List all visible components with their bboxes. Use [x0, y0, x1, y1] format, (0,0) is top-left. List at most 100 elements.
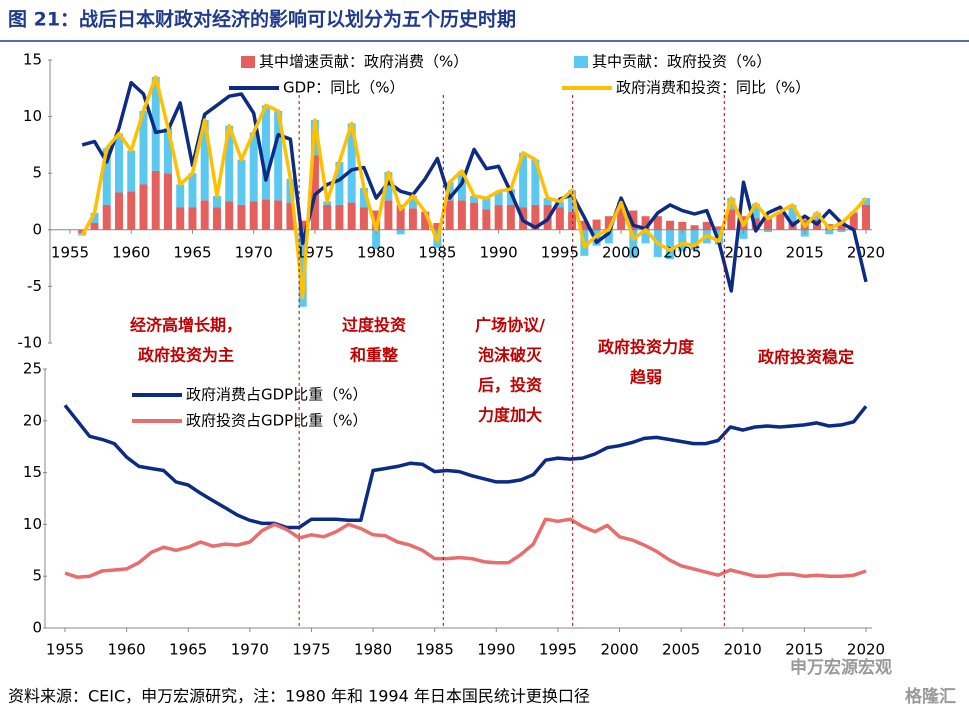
period-label: 后，投资	[478, 376, 542, 395]
bar	[78, 229, 87, 234]
line	[80, 75, 868, 300]
bar	[543, 198, 552, 205]
bar	[274, 200, 283, 230]
bar	[666, 229, 675, 260]
x-tick-label: 2015	[786, 244, 824, 262]
bar	[114, 133, 123, 193]
line	[63, 404, 868, 530]
x-tick-label: 2000	[600, 641, 638, 659]
x-tick-label: 1990	[477, 641, 515, 659]
bar	[604, 229, 613, 244]
bar	[90, 223, 99, 230]
legend-label: 政府消费和投资：同比（%）	[616, 79, 810, 97]
bar	[200, 119, 209, 201]
bar	[323, 204, 332, 230]
x-tick-label: 1980	[354, 641, 392, 659]
bar	[408, 208, 417, 230]
y-tick-label: 15	[23, 463, 42, 481]
bar	[372, 229, 381, 250]
x-tick-label: 1970	[231, 641, 269, 659]
bar	[176, 207, 185, 230]
bar	[335, 204, 344, 230]
bar	[653, 216, 662, 230]
bar	[788, 204, 797, 221]
x-tick-label: 2020	[847, 244, 885, 262]
y-tick-label: 0	[32, 619, 42, 637]
bar	[139, 184, 148, 230]
bar	[555, 207, 564, 230]
x-tick-label: 1955	[46, 641, 84, 659]
bar	[127, 191, 136, 230]
bar	[298, 220, 307, 230]
bar	[690, 225, 699, 230]
period-label: 趋弱	[630, 368, 662, 387]
y-tick-label: 25	[23, 360, 42, 378]
bar	[274, 110, 283, 201]
y-tick-label: 0	[32, 220, 42, 238]
bar	[151, 76, 160, 171]
x-tick-label: 1960	[108, 641, 146, 659]
y-tick-label: 20	[23, 411, 42, 429]
bar	[470, 202, 479, 230]
bar	[359, 187, 368, 208]
bar	[604, 216, 613, 230]
x-tick-label: 1970	[235, 244, 273, 262]
bar	[102, 148, 111, 205]
bar	[531, 159, 540, 205]
bar	[776, 213, 785, 230]
bar	[139, 110, 148, 185]
bar	[90, 212, 99, 224]
title: 图 21：战后日本财政对经济的影响可以划分为五个历史时期	[8, 8, 516, 31]
bar	[568, 190, 577, 212]
x-tick-label: 1955	[51, 244, 89, 262]
bar	[249, 132, 258, 202]
period-label: 过度投资	[342, 316, 406, 335]
period-label: 广场协议/	[475, 316, 545, 335]
line	[64, 517, 867, 579]
bar	[176, 184, 185, 208]
bar	[212, 207, 221, 230]
period-label: 和重整	[350, 346, 398, 365]
bar	[445, 200, 454, 230]
bar	[641, 216, 650, 230]
bar	[555, 201, 564, 208]
line	[81, 80, 868, 293]
x-tick-label: 2010	[724, 641, 762, 659]
bar	[384, 172, 393, 201]
bar	[849, 212, 858, 230]
bar	[445, 182, 454, 201]
bar	[519, 152, 528, 208]
bar	[457, 200, 466, 230]
y-tick-label: -5	[27, 277, 42, 295]
bar	[825, 229, 834, 235]
bar	[261, 199, 270, 230]
bar	[764, 229, 773, 233]
bar	[347, 202, 356, 230]
bar	[666, 220, 675, 230]
x-tick-label: 1980	[357, 244, 395, 262]
bar	[421, 211, 430, 230]
period-label: 泡沫破灭	[478, 346, 543, 365]
bar	[335, 161, 344, 205]
bar	[470, 195, 479, 203]
x-tick-label: 1975	[292, 641, 330, 659]
bar	[862, 198, 870, 205]
bar	[739, 229, 748, 239]
y-tick-label: -10	[18, 334, 43, 352]
x-tick-label: 2000	[602, 244, 640, 262]
y-tick-label: 10	[23, 107, 42, 125]
bar	[678, 221, 687, 230]
period-label: 力度加大	[478, 406, 542, 425]
y-tick-label: 5	[32, 567, 42, 585]
bar	[592, 219, 601, 230]
bar	[237, 204, 246, 230]
bar	[102, 204, 111, 230]
bar	[225, 125, 234, 202]
bar	[494, 191, 503, 205]
bar	[629, 210, 638, 230]
bar	[163, 173, 172, 230]
bar	[568, 211, 577, 230]
bar	[359, 207, 368, 230]
bar	[580, 220, 589, 230]
